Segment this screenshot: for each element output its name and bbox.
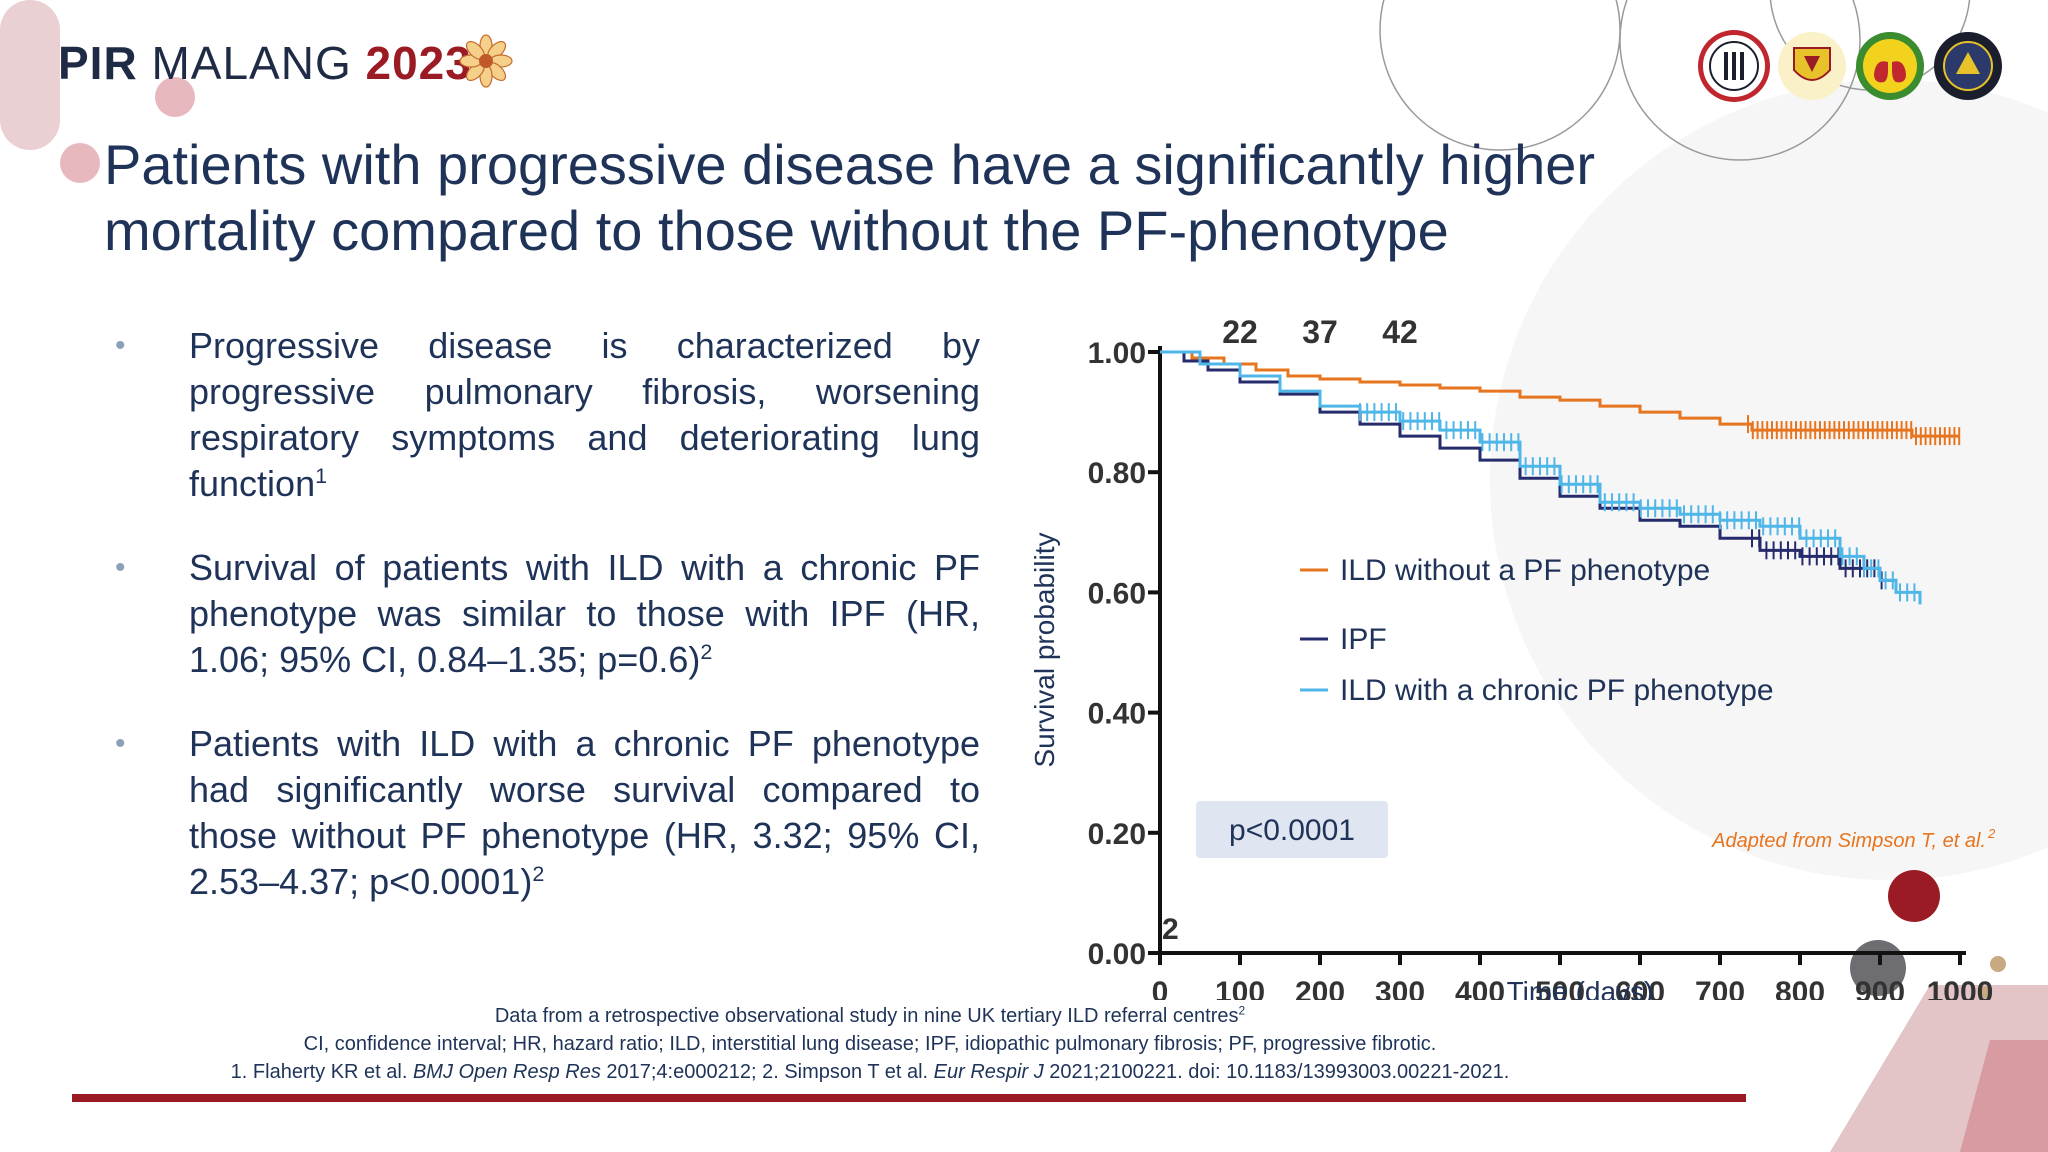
x-tick-label: 300 (1375, 976, 1425, 1000)
bullet-dot-icon: • (115, 551, 126, 584)
reference-superscript: 2 (700, 639, 713, 664)
red-dot (1888, 870, 1940, 922)
legend-label: IPF (1340, 623, 1387, 656)
idi-logo-icon (1698, 30, 1770, 102)
slide-title-line-1: Patients with progressive disease have a… (104, 133, 1596, 196)
malang-crest-icon (1778, 32, 1846, 100)
bullet-text: Patients with ILD with a chronic PF phen… (189, 723, 980, 902)
p-value-label: p<0.0001 (1229, 814, 1355, 847)
x-tick-label: 900 (1855, 976, 1905, 1000)
slide-title: Patients with progressive disease have a… (104, 132, 1744, 264)
footnote-references: 1. Flaherty KR et al. BMJ Open Resp Res … (230, 1061, 1510, 1083)
survival-curve-2 (1160, 350, 1922, 605)
x-tick-label: 400 (1455, 976, 1505, 1000)
bullet-item: • Survival of patients with ILD with a c… (115, 545, 980, 683)
p-value-box (1196, 801, 1388, 858)
title-marker-dot (60, 143, 100, 183)
bottom-right-pink-shape-2 (1960, 1040, 2048, 1152)
reference-superscript: 2 (532, 861, 545, 886)
stray-count-label: 2 (1162, 913, 1179, 946)
reference-superscript: 1 (315, 463, 328, 488)
top-count-label: 22 (1222, 314, 1258, 350)
x-tick-label: 500 (1535, 976, 1585, 1000)
brand-year: 2023 (365, 37, 472, 89)
x-tick-label: 0 (1152, 976, 1169, 1000)
top-count-label: 37 (1302, 314, 1338, 350)
x-tick-label: 100 (1215, 976, 1265, 1000)
corner-pink-shape (0, 0, 60, 150)
x-tick-label: 800 (1775, 976, 1825, 1000)
y-tick-label: 0.40 (1088, 698, 1146, 731)
survival-curve-chart: 0.00 0.20 0.40 0.60 0.80 1.00 0 100 200 300 400 500… (1029, 314, 1996, 1000)
event-brand: PIR MALANG 2023 (58, 36, 472, 90)
x-tick-label: 200 (1295, 976, 1345, 1000)
pink-dot (155, 77, 195, 117)
grey-bg-circle (1490, 80, 2048, 880)
slide-title-line-2: mortality compared to those without the … (104, 199, 1449, 262)
y-tick-label: 0.60 (1088, 577, 1146, 610)
y-axis-title: Survival probability (1029, 533, 1060, 768)
footnote-data-source: Data from a retrospective observational … (494, 1003, 1246, 1027)
survival-curve-1 (1160, 350, 1898, 593)
key-points-list: • Progressive disease is characterized b… (115, 323, 980, 943)
bullet-dot-icon: • (115, 727, 126, 760)
adapted-from-note: Adapted from Simpson T, et al. (1711, 830, 1986, 852)
outline-circle (1619, 0, 1861, 161)
reference-superscript: 2 (1238, 1003, 1246, 1018)
y-tick-label: 1.00 (1088, 337, 1146, 370)
x-tick-label: 700 (1695, 976, 1745, 1000)
bullet-text: Survival of patients with ILD with a chr… (189, 547, 980, 680)
legend-label: ILD without a PF phenotype (1340, 554, 1710, 587)
bullet-dot-icon: • (115, 329, 126, 362)
bullet-item: • Patients with ILD with a chronic PF ph… (115, 721, 980, 905)
x-tick-label: 600 (1615, 976, 1665, 1000)
bullet-item: • Progressive disease is characterized b… (115, 323, 980, 507)
x-tick-label: 1000 (1927, 976, 1994, 1000)
footnote-abbreviations: CI, confidence interval; HR, hazard rati… (303, 1033, 1437, 1055)
y-tick-label: 0.00 (1088, 938, 1146, 971)
university-seal-icon (1934, 32, 2002, 100)
bullet-text: Progressive disease is characterized by … (189, 325, 980, 504)
y-tick-label: 0.80 (1088, 457, 1146, 490)
brand-pir: PIR (58, 37, 138, 89)
y-tick-label: 0.20 (1088, 818, 1146, 851)
adapted-note-ref: 2 (1987, 826, 1996, 841)
flower-emblem-icon (459, 34, 513, 88)
footnotes: Data from a retrospective observational … (70, 1002, 1670, 1086)
footer-red-line (72, 1094, 1746, 1102)
x-axis-title: Time (days) (1507, 976, 1654, 1000)
outline-circle (1379, 0, 1621, 151)
top-count-label: 42 (1382, 314, 1418, 350)
tan-dot (1979, 986, 1991, 998)
brand-malang: MALANG (137, 37, 366, 89)
lungs-emblem-icon (1856, 32, 1924, 100)
legend-label: ILD with a chronic PF phenotype (1340, 674, 1774, 707)
tan-dot (1990, 956, 2006, 972)
